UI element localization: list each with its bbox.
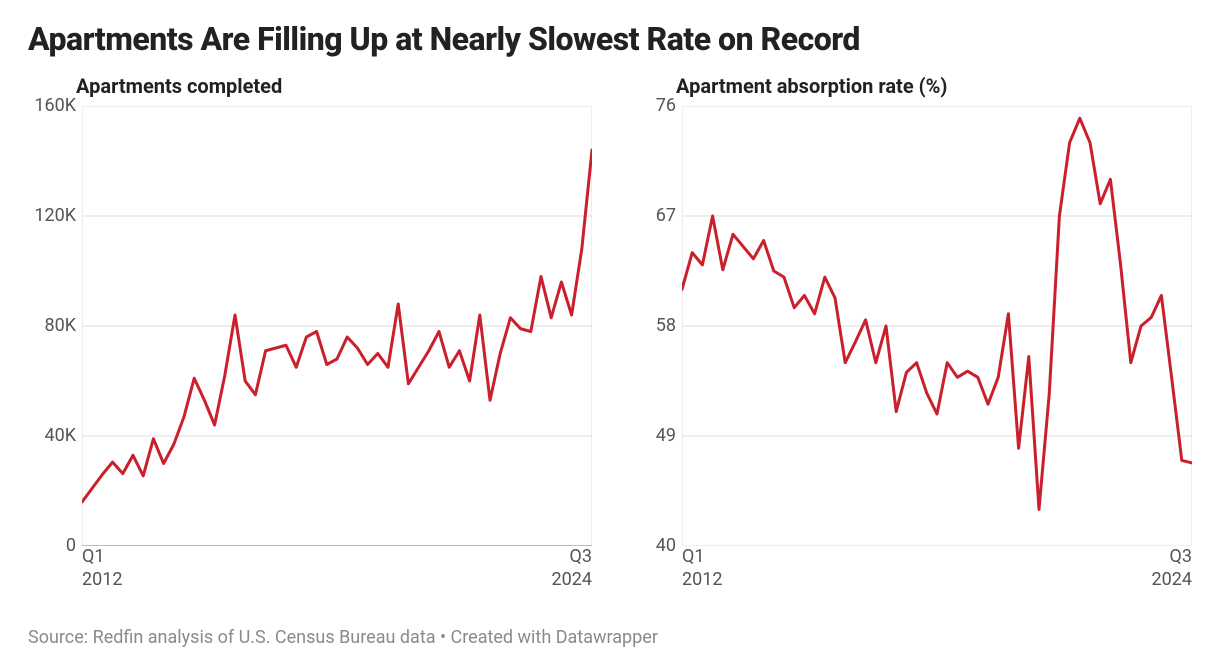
y-tick-label: 76 <box>628 97 676 115</box>
chart-absorption-rate: Apartment absorption rate (%) 40 49 58 67 76… <box>628 68 1192 590</box>
y-axis-left: 040K80K120K160K <box>28 106 80 546</box>
y-tick-label: 0 <box>28 537 76 555</box>
chart-apartments-completed: Apartments completed 0 40K 80K 120K 160K Q1 … <box>28 68 592 590</box>
charts-row: Apartments completed 0 40K 80K 120K 160K Q1 … <box>28 68 1192 590</box>
y-tick-label: 120K <box>28 207 76 225</box>
y-tick-label: 40 <box>628 537 676 555</box>
x-tick-start: Q1 2012 <box>682 546 722 591</box>
y-tick-label: 40K <box>28 427 76 445</box>
x-axis-left: Q1 2012 Q3 2024 <box>82 546 592 590</box>
footer-source: Source: Redfin analysis of U.S. Census B… <box>28 627 658 648</box>
y-tick-label: 67 <box>628 207 676 225</box>
y-axis-right: 4049586776 <box>628 106 680 546</box>
plot-right <box>682 106 1192 546</box>
x-tick-end: Q3 2024 <box>552 546 592 591</box>
plot-wrap-right: 4049586776 Q1 2012Q3 2024 <box>628 106 1192 590</box>
y-tick-label: 58 <box>628 317 676 335</box>
page-title: Apartments Are Filling Up at Nearly Slow… <box>28 20 1192 58</box>
plot-wrap-left: 040K80K120K160K Q1 2012Q3 2024 <box>28 106 592 590</box>
chart-title-left: Apartments completed <box>76 74 592 98</box>
x-tick-end: Q3 2024 <box>1152 546 1192 591</box>
data-line <box>682 118 1192 509</box>
x-axis-right: Q1 2012 Q3 2024 <box>682 546 1192 590</box>
y-tick-label: 49 <box>628 427 676 445</box>
plot-left <box>82 106 592 546</box>
chart-title-right: Apartment absorption rate (%) <box>676 74 1192 98</box>
y-tick-label: 80K <box>28 317 76 335</box>
y-tick-label: 160K <box>28 97 76 115</box>
x-tick-start: Q1 2012 <box>82 546 122 591</box>
